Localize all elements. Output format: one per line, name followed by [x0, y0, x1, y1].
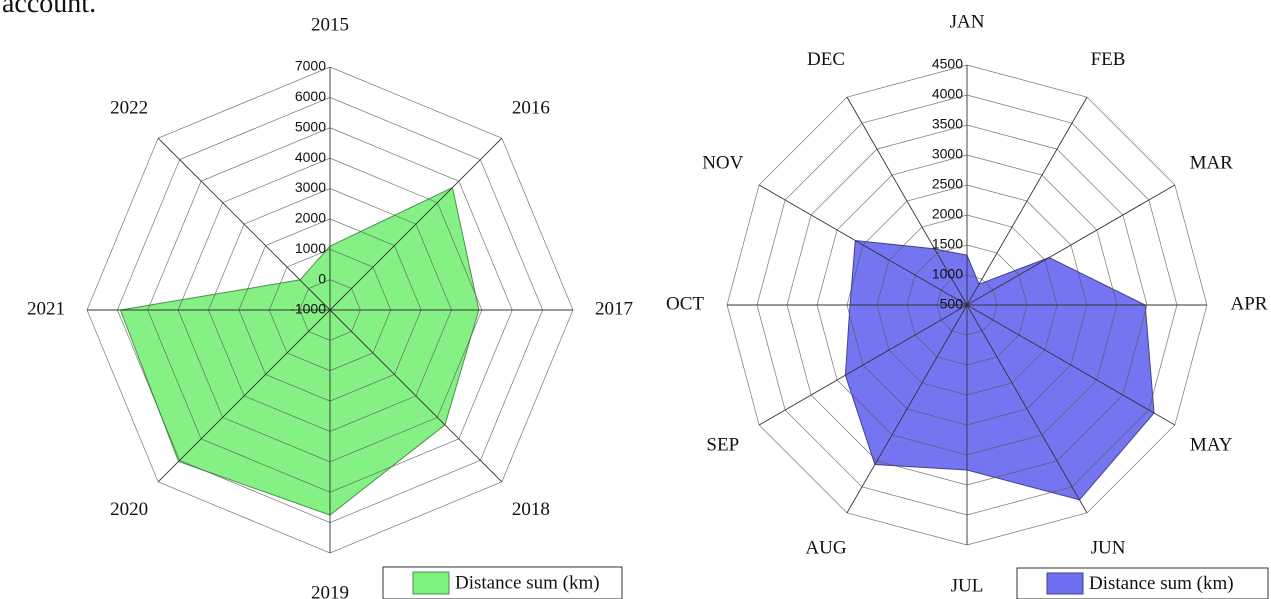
spoke: [966, 184, 1176, 306]
category-label: 2017: [595, 298, 633, 319]
spoke: [157, 137, 331, 311]
tick-label: 2000: [932, 206, 963, 222]
tick-label: 3000: [295, 179, 326, 195]
tick-label: 7000: [295, 58, 326, 74]
category-label: OCT: [666, 293, 704, 314]
legend-label: Distance sum (km): [455, 572, 600, 593]
category-label: 2019: [311, 582, 349, 599]
category-label: MAR: [1190, 152, 1234, 173]
tick-label: 1500: [932, 236, 963, 252]
tick-label: 2000: [295, 210, 326, 226]
category-label: 2018: [512, 499, 550, 520]
category-label: SEP: [706, 434, 739, 455]
category-label: 2020: [110, 499, 148, 520]
spoke: [966, 96, 1088, 306]
category-label: DEC: [807, 49, 845, 70]
category-label: 2016: [512, 98, 550, 119]
tick-label: 1000: [932, 266, 963, 282]
tick-label: 0: [318, 270, 326, 286]
category-label: 2021: [27, 298, 65, 319]
spoke: [966, 304, 1088, 514]
spoke: [846, 96, 968, 306]
tick-label: 3500: [932, 116, 963, 132]
tick-label: 4500: [932, 56, 963, 72]
spoke: [329, 137, 503, 311]
category-label: 2022: [110, 98, 148, 119]
tick-label: 4000: [295, 149, 326, 165]
category-label: AUG: [805, 538, 846, 559]
category-label: JUL: [951, 575, 984, 596]
category-label: JAN: [950, 11, 985, 32]
spoke: [758, 304, 968, 426]
tick-label: 1000: [295, 240, 326, 256]
tick-label: 3000: [932, 146, 963, 162]
category-label: FEB: [1091, 49, 1126, 70]
caption: account.: [2, 0, 96, 19]
legend-label: Distance sum (km): [1089, 573, 1234, 594]
radar-area: [844, 239, 1155, 501]
tick-label: 2500: [932, 176, 963, 192]
tick-label: 5000: [295, 118, 326, 134]
tick-label: 500: [940, 296, 964, 312]
legend-swatch: [412, 571, 450, 595]
spoke: [329, 309, 503, 483]
category-label: 2015: [311, 14, 349, 35]
category-label: APR: [1231, 293, 1268, 314]
tick-label: 4000: [932, 86, 963, 102]
spoke: [966, 304, 1176, 426]
tick-label: 6000: [295, 88, 326, 104]
spoke: [758, 184, 968, 306]
spoke: [846, 304, 968, 514]
category-label: MAY: [1190, 434, 1233, 455]
tick-label: -1000: [290, 301, 326, 317]
legend-swatch: [1046, 572, 1084, 595]
category-label: NOV: [702, 152, 743, 173]
spoke: [157, 309, 331, 483]
category-label: JUN: [1091, 538, 1126, 559]
